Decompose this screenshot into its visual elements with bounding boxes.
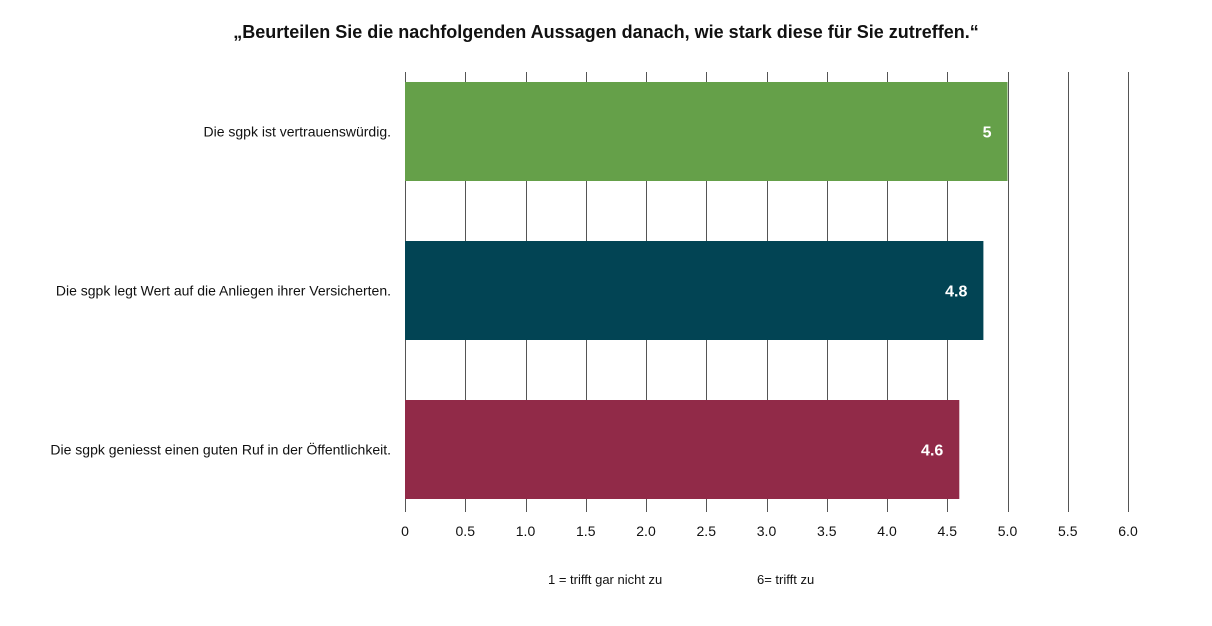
bar	[405, 400, 960, 499]
scale-note-min: 1 = trifft gar nicht zu	[548, 572, 663, 587]
category-labels: Die sgpk ist vertrauenswürdig. Die sgpk l…	[50, 124, 391, 458]
category-label: Die sgpk legt Wert auf die Anliegen ihre…	[56, 283, 391, 299]
x-tick-labels: 0 0.5 1.0 1.5 2.0 2.5 3.0 3.5 4.0 4.5 5.0 5.5 6.0	[401, 523, 1138, 539]
x-tick-label: 0	[401, 523, 409, 539]
category-label: Die sgpk geniesst einen guten Ruf in der…	[50, 441, 391, 458]
x-tick-label: 3.0	[757, 523, 777, 539]
bar	[405, 241, 984, 340]
x-tick-label: 2.0	[636, 523, 656, 539]
x-tick-label: 3.5	[817, 523, 837, 539]
chart-title: „Beurteilen Sie die nachfolgenden Aussag…	[233, 22, 979, 42]
bar-value-label: 4.8	[945, 284, 967, 301]
x-tick-label: 4.0	[877, 523, 897, 539]
x-tick-label: 2.5	[697, 523, 717, 539]
x-tick-label: 0.5	[456, 523, 476, 539]
x-tick-label: 6.0	[1118, 523, 1138, 539]
bar	[405, 82, 1008, 181]
bars: 5 4.8 4.6	[405, 82, 1008, 499]
scale-note-max: 6= trifft zu	[757, 572, 815, 587]
x-tick-label: 1.0	[516, 523, 536, 539]
bar-value-label: 5	[983, 125, 992, 142]
x-tick-label: 4.5	[938, 523, 958, 539]
category-label: Die sgpk ist vertrauenswürdig.	[203, 124, 391, 140]
x-tick-label: 5.5	[1058, 523, 1078, 539]
bar-value-label: 4.6	[921, 443, 943, 460]
x-tick-label: 1.5	[576, 523, 596, 539]
x-tick-label: 5.0	[998, 523, 1018, 539]
